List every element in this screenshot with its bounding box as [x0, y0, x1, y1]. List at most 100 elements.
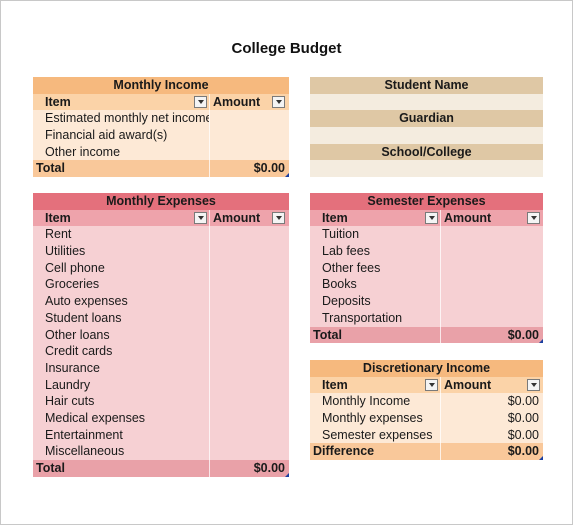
semester-amount-cell[interactable] — [440, 309, 543, 327]
income-amount-cell[interactable] — [209, 127, 289, 144]
student-name-label: Student Name — [310, 77, 543, 94]
income-item-cell[interactable]: Other income — [33, 143, 209, 161]
amount-column-header: Amount — [444, 377, 492, 392]
expense-amount-cell[interactable] — [209, 443, 289, 460]
total-value: $0.00 — [253, 461, 285, 475]
monthly-expenses-table: Monthly Expenses Item Amount Rent Utilit… — [33, 193, 289, 477]
table-row: Tuition — [310, 226, 543, 244]
expense-amount-cell[interactable] — [209, 243, 289, 260]
difference-value: $0.00 — [507, 444, 539, 459]
item-column-header: Item — [322, 210, 348, 225]
semester-item-cell[interactable]: Other fees — [310, 259, 440, 277]
monthly-income-table: Monthly Income Item Amount Estimated mon… — [33, 77, 289, 178]
expense-amount-cell[interactable] — [209, 326, 289, 344]
table-row: Deposits — [310, 293, 543, 310]
table-row: Rent — [33, 226, 289, 244]
income-item-cell[interactable]: Financial aid award(s) — [33, 127, 209, 144]
expense-amount-cell[interactable] — [209, 226, 289, 244]
monthly-income-title: Monthly Income — [33, 77, 289, 94]
total-label: Total — [310, 326, 440, 344]
table-row: Other income — [33, 143, 289, 161]
semester-amount-cell[interactable] — [440, 259, 543, 277]
income-amount-cell[interactable] — [209, 143, 289, 161]
discretionary-amount-cell[interactable]: $0.00 — [440, 426, 543, 444]
expense-item-cell[interactable]: Credit cards — [33, 343, 209, 360]
expense-amount-cell[interactable] — [209, 376, 289, 394]
expense-item-cell[interactable]: Laundry — [33, 376, 209, 394]
school-college-label: School/College — [310, 143, 543, 161]
total-value: $0.00 — [253, 161, 285, 176]
amount-column-header: Amount — [213, 210, 261, 225]
expense-item-cell[interactable]: Student loans — [33, 309, 209, 327]
discretionary-amount-cell[interactable]: $0.00 — [440, 410, 543, 427]
chevron-down-icon[interactable] — [425, 211, 438, 224]
item-column-header: Item — [45, 94, 71, 109]
table-row: Other loans — [33, 326, 289, 344]
semester-item-cell[interactable]: Deposits — [310, 293, 440, 310]
expense-amount-cell[interactable] — [209, 259, 289, 277]
discretionary-item-cell[interactable]: Monthly Income — [310, 393, 440, 411]
total-row: Total $0.00 — [33, 160, 289, 178]
chevron-down-icon[interactable] — [527, 211, 540, 224]
chevron-down-icon[interactable] — [272, 95, 285, 108]
semester-amount-cell[interactable] — [440, 276, 543, 294]
chevron-down-icon[interactable] — [194, 211, 207, 224]
corner-marker-icon — [539, 339, 543, 344]
table-row: Groceries — [33, 276, 289, 294]
table-row: Hair cuts — [33, 393, 289, 410]
expense-amount-cell[interactable] — [209, 343, 289, 360]
monthly-expenses-title: Monthly Expenses — [33, 193, 289, 210]
table-row: Entertainment — [33, 426, 289, 444]
semester-item-cell[interactable]: Lab fees — [310, 243, 440, 260]
expense-item-cell[interactable]: Auto expenses — [33, 293, 209, 310]
expense-item-cell[interactable]: Medical expenses — [33, 409, 209, 427]
semester-item-cell[interactable]: Books — [310, 276, 440, 294]
discretionary-amount-cell[interactable]: $0.00 — [440, 393, 543, 411]
discretionary-item-cell[interactable]: Monthly expenses — [310, 410, 440, 427]
expense-amount-cell[interactable] — [209, 293, 289, 310]
guardian-label: Guardian — [310, 110, 543, 128]
expense-item-cell[interactable]: Insurance — [33, 359, 209, 377]
semester-amount-cell[interactable] — [440, 293, 543, 310]
expense-item-cell[interactable]: Groceries — [33, 276, 209, 294]
table-row: Lab fees — [310, 243, 543, 260]
guardian-field[interactable] — [310, 127, 543, 144]
table-row: Auto expenses — [33, 293, 289, 310]
expense-amount-cell[interactable] — [209, 393, 289, 410]
income-amount-cell[interactable] — [209, 110, 289, 128]
semester-item-cell[interactable]: Transportation — [310, 309, 440, 327]
table-row: Laundry — [33, 376, 289, 394]
income-item-cell[interactable]: Estimated monthly net income — [33, 110, 209, 128]
expense-item-cell[interactable]: Rent — [33, 226, 209, 244]
expense-item-cell[interactable]: Entertainment — [33, 426, 209, 444]
semester-item-cell[interactable]: Tuition — [310, 226, 440, 244]
expense-amount-cell[interactable] — [209, 276, 289, 294]
expense-item-cell[interactable]: Miscellaneous — [33, 443, 209, 460]
chevron-down-icon[interactable] — [194, 95, 207, 108]
total-row: Difference $0.00 — [310, 443, 543, 461]
chevron-down-icon[interactable] — [425, 378, 438, 391]
expense-amount-cell[interactable] — [209, 309, 289, 327]
amount-column-header: Amount — [213, 94, 261, 109]
corner-marker-icon — [285, 472, 289, 477]
chevron-down-icon[interactable] — [272, 211, 285, 224]
semester-amount-cell[interactable] — [440, 226, 543, 244]
expense-amount-cell[interactable] — [209, 359, 289, 377]
expense-item-cell[interactable]: Hair cuts — [33, 393, 209, 410]
table-row: Estimated monthly net income — [33, 110, 289, 128]
student-name-field[interactable] — [310, 93, 543, 111]
chevron-down-icon[interactable] — [527, 378, 540, 391]
expense-item-cell[interactable]: Other loans — [33, 326, 209, 344]
expense-amount-cell[interactable] — [209, 426, 289, 444]
discretionary-item-cell[interactable]: Semester expenses — [310, 426, 440, 444]
expense-amount-cell[interactable] — [209, 409, 289, 427]
expense-item-cell[interactable]: Cell phone — [33, 259, 209, 277]
semester-amount-cell[interactable] — [440, 243, 543, 260]
table-row: Student loans — [33, 309, 289, 327]
table-row: Miscellaneous — [33, 443, 289, 460]
total-row: Total $0.00 — [310, 326, 543, 344]
total-value: $0.00 — [507, 327, 539, 342]
total-row: Total $0.00 — [33, 460, 289, 477]
school-college-field[interactable] — [310, 160, 543, 178]
expense-item-cell[interactable]: Utilities — [33, 243, 209, 260]
